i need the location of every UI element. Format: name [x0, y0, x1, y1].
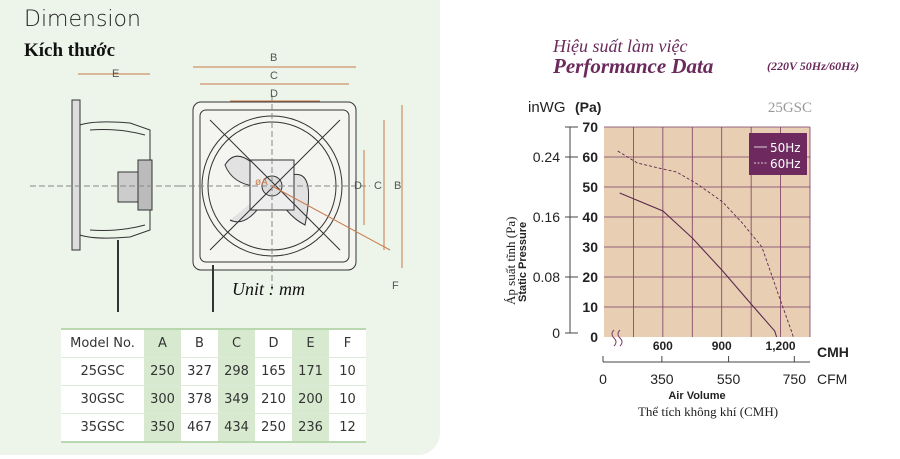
x-unit-cfm: CFM [817, 371, 847, 387]
y-label-en: Static Pressure [517, 222, 529, 302]
cfm-tick-label: 0 [599, 371, 607, 387]
table-row: 30GSC 300 378 349 210 200 10 [61, 385, 366, 414]
cell: 250 [144, 357, 181, 386]
legend-label: 60Hz [770, 157, 801, 171]
table-row: 35GSC 350 467 434 250 236 12 [61, 413, 366, 443]
cell: 350 [144, 413, 181, 443]
pa-unit: (Pa) [575, 99, 601, 115]
cfm-tick-label: 350 [650, 371, 674, 387]
cell: 165 [255, 357, 292, 386]
cell: 349 [218, 385, 255, 414]
dim-label-f: F [392, 280, 399, 292]
y-tick-label-pa: 0 [590, 329, 598, 345]
dimension-title-vi: Kích thước [24, 40, 116, 61]
cell: 12 [329, 413, 366, 443]
y-tick-label-pa: 60 [582, 149, 598, 165]
x-unit-cmh: CMH [817, 344, 849, 360]
cfm-tick-label: 550 [717, 371, 741, 387]
series-line-60hz [617, 150, 794, 338]
dim-label-c: C [270, 70, 278, 82]
inwg-tick-label: 0 [552, 325, 560, 341]
dim-label-b-side: B [394, 180, 402, 192]
fan-dimension-drawing [30, 66, 403, 312]
fan-front-view [180, 66, 403, 312]
y-tick-label-pa: 70 [582, 119, 598, 135]
legend-label: 50Hz [770, 141, 801, 155]
cell: 10 [329, 385, 366, 414]
cell: 171 [292, 357, 329, 386]
unit-label: Unit : mm [232, 279, 305, 299]
dim-label-d-side: D [354, 180, 362, 192]
cell: 30GSC [61, 385, 144, 414]
dim-label-e: E [112, 68, 120, 80]
header-cell: C [218, 329, 255, 358]
x-tick-label-cmh: 600 [653, 339, 673, 353]
fan-side-view [30, 73, 180, 312]
y-label-vi: Áp suất tĩnh (Pa) [503, 217, 518, 305]
cell: 25GSC [61, 357, 144, 386]
header-cell: D [255, 329, 292, 358]
y-tick-label-pa: 20 [582, 269, 598, 285]
header-cell: B [181, 329, 218, 358]
cell: 35GSC [61, 413, 144, 443]
cell: 200 [292, 385, 329, 414]
inwg-tick-label: 0.24 [533, 149, 560, 165]
table-row: 25GSC 250 327 298 165 171 10 [61, 357, 366, 386]
cell: 236 [292, 413, 329, 443]
performance-title: Performance Data [553, 54, 714, 78]
x-tick-label-cmh: 1,200 [766, 339, 796, 353]
series-line-50hz [619, 192, 778, 338]
cell: 300 [144, 385, 181, 414]
model-label: 25GSC [768, 100, 812, 116]
y-tick-label-pa: 40 [582, 209, 598, 225]
inwg-tick-label: 0.16 [533, 209, 560, 225]
cell: 298 [218, 357, 255, 386]
cfm-tick-label: 750 [783, 371, 807, 387]
legend-box [749, 133, 807, 175]
x-label-vi: Thể tích không khí (CMH) [638, 404, 778, 419]
header-cell: A [144, 329, 181, 358]
cell: 378 [181, 385, 218, 414]
x-label-en: Air Volume [668, 390, 725, 402]
header-cell: Model No. [61, 329, 144, 358]
cell: 327 [181, 357, 218, 386]
performance-spec: (220V 50Hz/60Hz) [767, 59, 860, 73]
dimension-title: Dimension [24, 7, 141, 32]
cell: 250 [255, 413, 292, 443]
header-cell: E [292, 329, 329, 358]
cell: 434 [218, 413, 255, 443]
cell: 10 [329, 357, 366, 386]
cell: 467 [181, 413, 218, 443]
dim-label-c-side: C [374, 180, 382, 192]
dim-label-d: D [270, 88, 278, 100]
inwg-unit: inWG [528, 99, 566, 116]
axis-break-icon [611, 329, 623, 347]
y-tick-label-pa: 50 [582, 179, 598, 195]
x-tick-label-cmh: 900 [712, 339, 732, 353]
inwg-tick-label: 0.08 [533, 269, 560, 285]
y-tick-label-pa: 10 [582, 299, 598, 315]
header-cell: F [329, 329, 366, 358]
cell: 210 [255, 385, 292, 414]
dim-label-dia: øA [255, 177, 268, 188]
table-header-row: Model No. A B C D E F [61, 329, 366, 358]
dim-label-b: B [270, 52, 278, 64]
dimension-table: Model No. A B C D E F 25GSC 250 327 298 165 1… [61, 328, 366, 443]
y-tick-label-pa: 30 [582, 239, 598, 255]
performance-title-vi: Hiệu suất làm việc [553, 36, 688, 56]
